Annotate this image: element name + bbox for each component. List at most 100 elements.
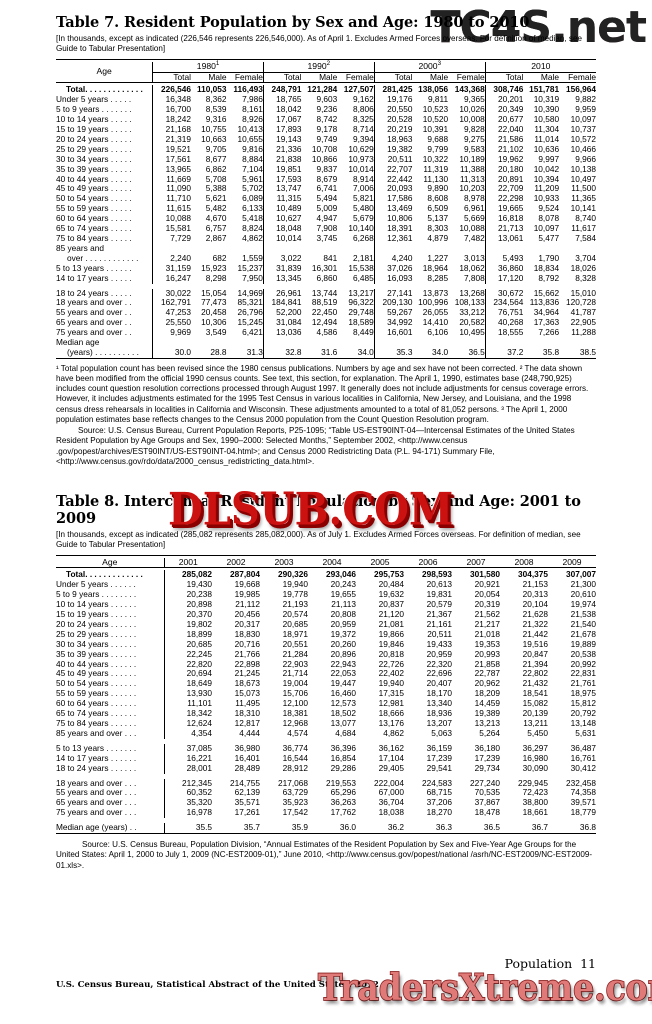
table7-cell: 28.8 <box>210 346 227 357</box>
table8-title: Table 8. Intercensal Resident Population… <box>56 492 581 527</box>
table8-cell: 21,394 <box>522 658 548 669</box>
table7-cell: 5,961 <box>242 173 263 184</box>
table8-cell: 18,649 <box>163 678 212 690</box>
table8-cell: 19,389 <box>474 708 500 719</box>
table7-cell: 8,740 <box>575 213 596 224</box>
table7-cell: 10,014 <box>262 233 302 244</box>
table7-cell: 20,093 <box>373 184 413 195</box>
table7-cell <box>152 338 192 348</box>
table8-cell: 19,655 <box>330 589 356 600</box>
table7-cell: 11,209 <box>534 183 560 194</box>
table-row: 25 to 29 years . . . . . . 18,899 18,830 18… <box>56 628 596 640</box>
table7-group-2000: 20003 <box>373 60 486 73</box>
table7-cell: 8,742 <box>316 114 338 125</box>
table7-cell: 8,539 <box>205 104 227 115</box>
table7-cell: 10,655 <box>237 133 263 144</box>
table8-cell: 36.8 <box>579 822 596 833</box>
table7-cell: 6,421 <box>242 327 263 338</box>
table8-row-label: Under 5 years . . . . . . <box>56 579 136 590</box>
table7-cell: 16,093 <box>373 273 413 284</box>
table8-cell: 16,221 <box>163 753 212 764</box>
table7-cell: 6,860 <box>316 272 338 283</box>
table7-cell: 18,062 <box>459 262 485 273</box>
table7-sub-male-1980: Male <box>208 71 227 82</box>
table-row: 75 to 84 years . . . . . 7,729 2,867 4,862 1… <box>56 233 596 244</box>
table8-row-label: 18 years and over . . . <box>56 777 137 788</box>
table-row: 65 to 74 years . . . . . . 18,342 18,310 18… <box>56 708 596 719</box>
table7-cell: 12,361 <box>373 233 413 244</box>
table8-cell: 15,082 <box>522 698 548 709</box>
table8-cell: 13,077 <box>330 718 356 728</box>
table7-cell: 15,245 <box>237 317 263 328</box>
table7-cell: 8,824 <box>242 223 263 234</box>
table7-sub-female-2010: Female <box>568 71 596 82</box>
table8-cell: 20,808 <box>330 609 356 620</box>
table7-row-label: over . . . . . . . . . . . . <box>67 252 139 263</box>
table-row: 20 to 24 years . . . . . 21,319 10,663 10,6… <box>56 133 596 145</box>
table-row: 55 to 59 years . . . . . 11,615 5,482 6,133… <box>56 203 596 215</box>
table8-cell: 5,264 <box>479 727 500 738</box>
table8-cell: 21,442 <box>522 628 548 639</box>
page-footer: Population 11 U.S. Census Bureau, Statis… <box>56 956 622 1024</box>
table8-cell: 21,120 <box>378 609 404 620</box>
table7-cell: 11,617 <box>571 223 596 234</box>
table7-cell: 31,839 <box>262 263 302 274</box>
table-row: 85 years and over . . . 4,354 4,444 4,574 4,… <box>56 727 596 739</box>
table8-cell: 28,489 <box>234 762 260 773</box>
table7-cell: 19,851 <box>262 164 302 175</box>
table8-cell: 20,104 <box>522 599 548 610</box>
table8-cell: 298,593 <box>422 569 452 580</box>
table7-cell: 8,914 <box>353 173 374 184</box>
table8-cell: 21,766 <box>234 648 260 659</box>
table7-cell: 18,042 <box>262 104 302 116</box>
table7-cell: 8,884 <box>242 153 263 164</box>
table8-cell: 5,063 <box>431 727 452 738</box>
table8-cell: 72,423 <box>522 787 548 798</box>
table8-cell: 18,673 <box>234 678 260 689</box>
page-content: Table 7. Resident Population by Sex and … <box>56 0 596 871</box>
table8-cell: 29,541 <box>426 762 452 773</box>
table-row: 5 to 9 years . . . . . . . . 20,238 19,985… <box>56 589 596 601</box>
table8-cell: 22,820 <box>163 659 212 670</box>
table-row: Under 5 years . . . . . 16,348 8,362 7,986 1… <box>56 94 596 106</box>
table7-cell: 10,523 <box>422 104 449 115</box>
table7-row-label: 35 to 39 years . . . . . <box>56 163 132 174</box>
table8-cell: 232,458 <box>566 777 596 788</box>
table7-cell: 15,581 <box>152 223 192 234</box>
table8-cell: 14,459 <box>474 698 500 709</box>
table8-cell: 20,139 <box>522 708 548 719</box>
table7-row-label: 5 to 13 years . . . . . . <box>56 262 132 273</box>
table8-cell: 290,326 <box>278 569 308 580</box>
table8-cell: 18,170 <box>426 688 452 699</box>
table7-cell: 15,054 <box>201 287 227 298</box>
table8-cell: 20,792 <box>570 708 596 719</box>
table7-group-1980: 19801 <box>152 60 264 73</box>
table8-cell: 20,551 <box>282 638 308 649</box>
table7-cell: 682 <box>212 252 227 263</box>
table7-row-label: 20 to 24 years . . . . . <box>56 133 132 144</box>
table8-cell: 214,755 <box>230 777 260 788</box>
table7-cell: 20,528 <box>373 114 413 126</box>
table-row: 30 to 34 years . . . . . . 20,685 20,716 20… <box>56 638 596 650</box>
table7-row-label: 14 to 17 years . . . . . <box>56 272 132 283</box>
table8-cell: 13,176 <box>378 718 404 728</box>
table8-cell: 18,899 <box>163 629 212 640</box>
table7-row-label: Total. . . . . . . . . . . . . <box>66 84 143 95</box>
table8-source: Source: U.S. Census Bureau, Population D… <box>56 840 593 870</box>
table7-cell: 77,473 <box>201 297 227 308</box>
table7-cell: 10,097 <box>570 114 596 125</box>
table7-cell: 22,298 <box>484 193 524 205</box>
table7-cell: 10,141 <box>570 203 596 214</box>
table7-sub-male-2010: Male <box>540 71 560 82</box>
table8-cell: 22,903 <box>282 658 308 669</box>
table7-stub-header: Age <box>96 66 112 77</box>
table7-sub-male-2000: Male <box>430 71 449 82</box>
table7-cell: 156,964 <box>566 84 596 95</box>
table7-cell: 8,303 <box>427 223 449 234</box>
table7-cell: 11,288 <box>571 327 596 338</box>
table7-cell: 5,669 <box>463 213 485 224</box>
table8-row-label: Total. . . . . . . . . . . . . <box>66 569 143 580</box>
table8-year-2006: 2006 <box>418 556 438 567</box>
table7-cell: 4,879 <box>427 233 449 243</box>
table7-cell: 841 <box>323 252 338 263</box>
